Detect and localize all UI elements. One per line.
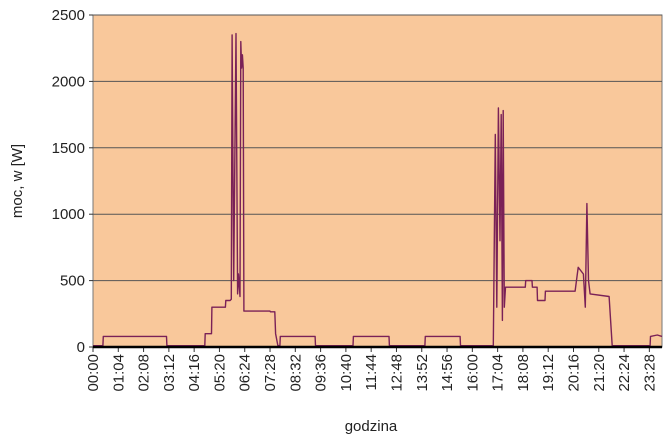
x-tick-label: 12:48 [388, 354, 405, 392]
y-tick-label: 1000 [52, 206, 85, 223]
x-tick-label: 22:24 [616, 354, 633, 392]
y-tick-label: 1500 [52, 140, 85, 157]
x-tick-label: 09:36 [313, 354, 330, 392]
x-tick-label: 20:16 [565, 354, 582, 392]
x-tick-label: 02:08 [136, 354, 153, 392]
x-tick-label: 14:56 [439, 354, 456, 392]
power-line [93, 32, 663, 347]
x-tick-label: 01:04 [110, 354, 127, 392]
x-tick-label: 05:20 [211, 354, 228, 392]
y-tick-label: 500 [60, 273, 85, 290]
x-tick-label: 16:00 [464, 354, 481, 392]
x-tick-label: 23:28 [641, 354, 658, 392]
x-tick-label: 19:12 [540, 354, 557, 392]
y-tick-label: 2500 [52, 7, 85, 24]
x-tick-label: 10:40 [338, 354, 355, 392]
x-tick-label: 03:12 [161, 354, 178, 392]
x-tick-label: 00:00 [85, 354, 102, 392]
x-tick-label: 08:32 [287, 354, 304, 392]
plot-area [92, 14, 663, 348]
x-tick-label: 04:16 [186, 354, 203, 392]
x-tick-label: 18:08 [515, 354, 532, 392]
x-tick-label: 11:44 [363, 354, 380, 390]
x-tick-label: 13:52 [414, 354, 431, 392]
x-tick-label: 21:20 [591, 354, 608, 392]
y-axis-label: moc, w [W] [9, 144, 26, 218]
x-axis-label: godzina [345, 418, 398, 435]
y-tick-label: 2000 [52, 73, 85, 90]
x-tick-label: 07:28 [262, 354, 279, 392]
y-tick-label: 0 [77, 339, 85, 356]
x-tick-label: 06:24 [237, 354, 254, 392]
x-tick-label: 17:04 [490, 354, 507, 392]
